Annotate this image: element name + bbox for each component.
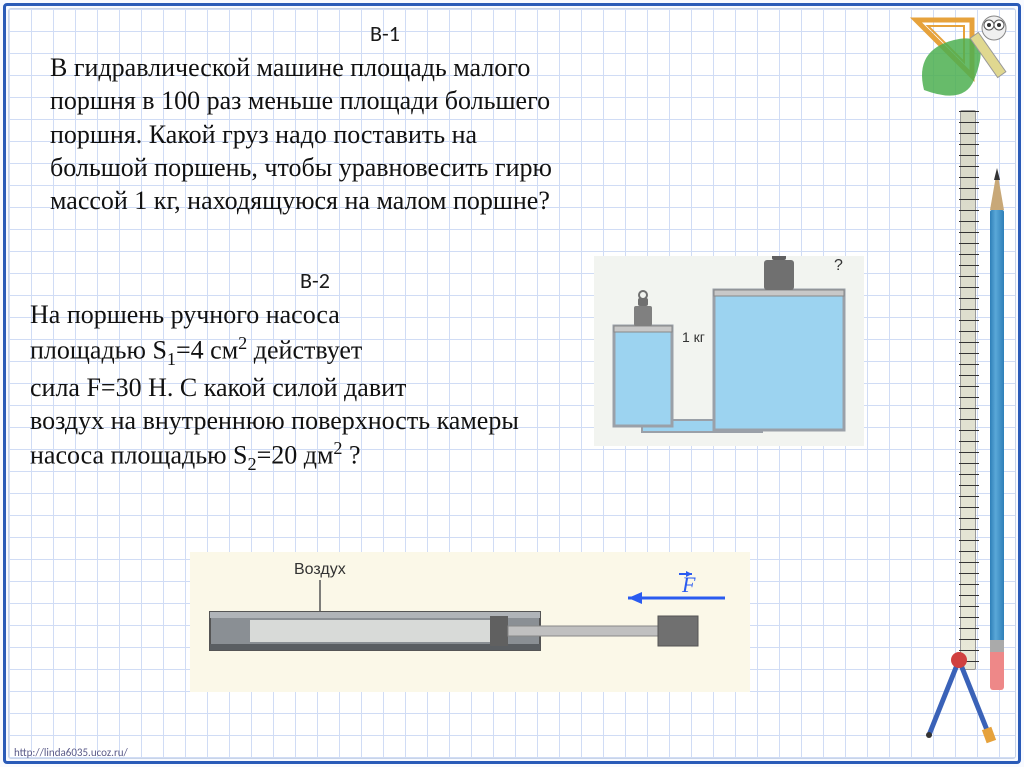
problem-1-text: В гидравлической машине площадь малого п… [50, 51, 680, 217]
p2-l5c: ? [343, 441, 361, 470]
p1-l3: поршня. Какой груз надо поставить на [50, 120, 477, 149]
p2-l1: На поршень ручного насоса [30, 300, 340, 329]
footer-url: http://linda6035.ucoz.ru/ [14, 746, 128, 759]
p2-l5a: насоса площадью S [30, 441, 247, 470]
p2-l5b: =20 дм [257, 441, 334, 470]
p2-l3: сила F=30 Н. С какой силой давит [30, 373, 406, 402]
pump-illustration: Воздух F [190, 552, 750, 692]
p1-l5: массой 1 кг, находящуюся на малом поршне… [50, 186, 550, 215]
hydraulic-illustration: 1 кг ? [594, 256, 864, 446]
svg-text:Воздух: Воздух [294, 561, 346, 578]
problem-2-text: На поршень ручного насоса площадью S1=4 … [30, 298, 670, 476]
svg-text:?: ? [834, 257, 843, 274]
p2-l4: воздух на внутреннюю поверхность камеры [30, 406, 519, 435]
p2-l2c: действует [247, 335, 362, 364]
p1-l1: В гидравлической машине площадь малого [50, 53, 530, 82]
variant-1-label: В-1 [370, 20, 894, 47]
svg-text:1 кг: 1 кг [682, 329, 705, 345]
p2-l2b: =4 см [176, 335, 238, 364]
p2-l2a: площадью S [30, 335, 167, 364]
p1-l4: большой поршень, чтобы уравновесить гирю [50, 153, 552, 182]
p1-l2: поршня в 100 раз меньше площади большего [50, 86, 550, 115]
